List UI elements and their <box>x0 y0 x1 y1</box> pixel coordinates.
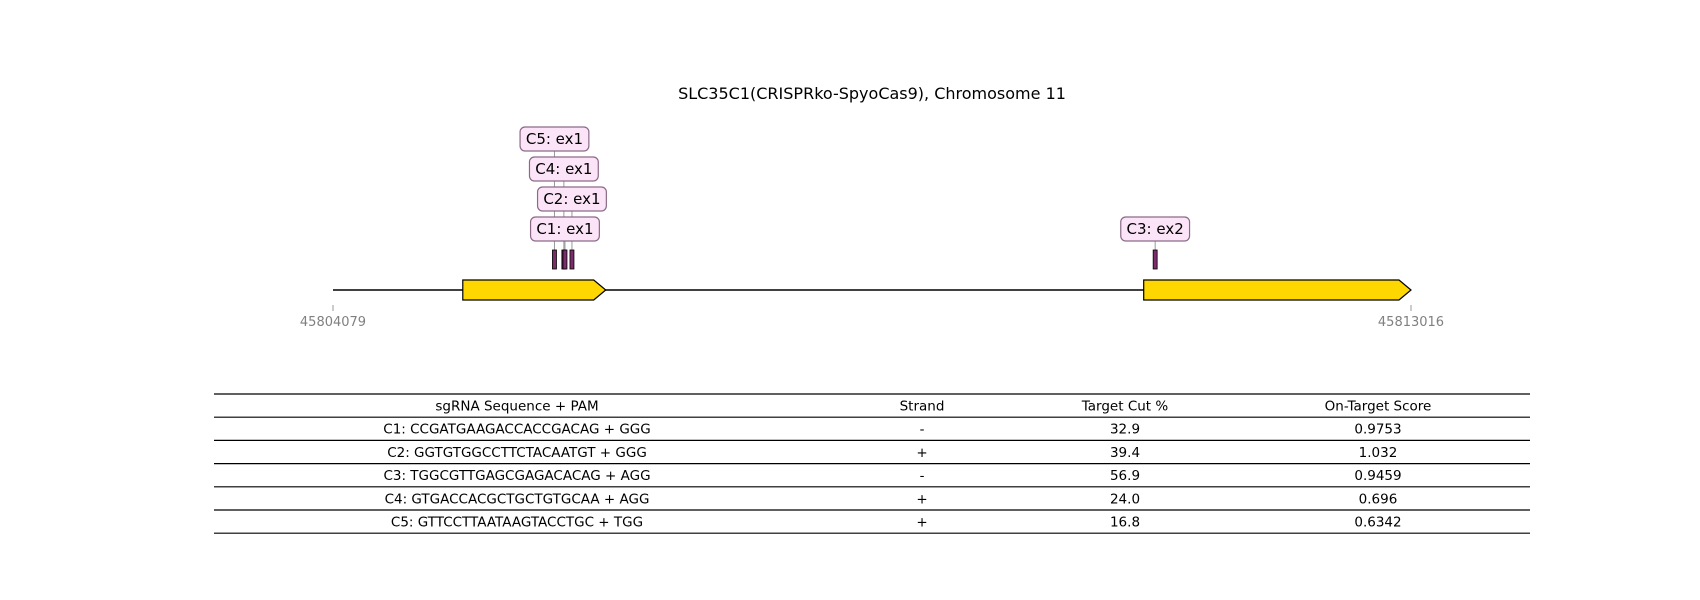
guide-label-text: C4: ex1 <box>535 160 592 178</box>
guide-label-box <box>519 126 590 152</box>
table-row: C4: GTGACCACGCTGCTGTGCAA + AGG +24.0 0.696 <box>385 491 1398 507</box>
table-cell: - <box>920 422 925 438</box>
guide-label-C2: C2: ex1 <box>536 186 607 212</box>
table-cell: + <box>916 445 927 461</box>
axis-label-start: 45804079 <box>300 315 366 330</box>
table-cell: + <box>916 515 927 531</box>
table-header-row: sgRNA Sequence + PAM Strand Target Cut % On… <box>435 399 1431 415</box>
guide-label-text: C2: ex1 <box>543 190 600 208</box>
coordinate-axis: 45804079 45813016 <box>300 305 1444 330</box>
table-cell: 0.6342 <box>1354 515 1401 531</box>
table-cell: C1: CCGATGAAGACCACCGACAG + GGG <box>383 422 650 438</box>
table-cell: 32.9 <box>1110 422 1140 438</box>
table-cell: 39.4 <box>1110 445 1140 461</box>
table-cell: 16.8 <box>1110 515 1140 531</box>
table-row: C5: GTTCCTTAATAAGTACCTGC + TGG +16.8 0.634… <box>391 515 1402 531</box>
table-cell: C5: GTTCCTTAATAAGTACCTGC + TGG <box>391 515 643 531</box>
table-cell: - <box>920 468 925 484</box>
table-cell: 24.0 <box>1110 491 1140 507</box>
exon-arrow-ex2 <box>1143 279 1412 301</box>
guide-label-box <box>529 216 600 242</box>
guide-label-text: C1: ex1 <box>536 220 593 238</box>
axis-label-end: 45813016 <box>1378 315 1444 330</box>
table-header-cell: On-Target Score <box>1325 399 1432 415</box>
guide-marker-C1 <box>562 249 568 270</box>
guide-marker-C5 <box>552 249 557 270</box>
table-row: C2: GGTGTGGCCTTCTACAATGT + GGG +39.4 1.032 <box>387 445 1397 461</box>
table-cell: 0.9753 <box>1354 422 1401 438</box>
guide-marker-C3 <box>1152 249 1158 270</box>
table-cell: + <box>916 491 927 507</box>
table-cell: C2: GGTGTGGCCTTCTACAATGT + GGG <box>387 445 647 461</box>
guide-markers: C5: ex1 C4: ex1 C2: ex1 C1: ex1 C3: ex2 <box>519 126 1191 270</box>
guide-label-C5: C5: ex1 <box>519 126 590 152</box>
exon-arrow-ex1 <box>462 279 607 301</box>
guide-label-box <box>536 186 607 212</box>
gene-track <box>333 279 1412 301</box>
table-header-cell: Target Cut % <box>1081 399 1169 415</box>
table-cell: 0.696 <box>1359 491 1398 507</box>
guide-label-C3: C3: ex2 <box>1120 216 1191 242</box>
table-cell: 56.9 <box>1110 468 1140 484</box>
guide-label-box <box>1120 216 1191 242</box>
table-cell: 0.9459 <box>1354 468 1401 484</box>
guide-label-text: C5: ex1 <box>526 130 583 148</box>
guide-label-C4: C4: ex1 <box>528 156 599 182</box>
table-row: C1: CCGATGAAGACCACCGACAG + GGG - 32.9 0.975… <box>383 422 1401 438</box>
table-cell: 1.032 <box>1359 445 1398 461</box>
table-cell: C3: TGGCGTTGAGCGAGACACAG + AGG <box>383 468 650 484</box>
guide-table: sgRNA Sequence + PAM Strand Target Cut % On… <box>214 393 1530 534</box>
guide-label-box <box>528 156 599 182</box>
figure-title: SLC35C1(CRISPRko-SpyoCas9), Chromosome 1… <box>678 84 1066 103</box>
table-header-cell: Strand <box>900 399 945 415</box>
guide-marker-C2 <box>569 249 575 270</box>
guide-label-text: C3: ex2 <box>1127 220 1184 238</box>
table-cell: C4: GTGACCACGCTGCTGTGCAA + AGG <box>385 491 650 507</box>
table-header-cell: sgRNA Sequence + PAM <box>435 399 598 415</box>
guide-label-C1: C1: ex1 <box>529 216 600 242</box>
table-row: C3: TGGCGTTGAGCGAGACACAG + AGG - 56.9 0.945… <box>383 468 1401 484</box>
